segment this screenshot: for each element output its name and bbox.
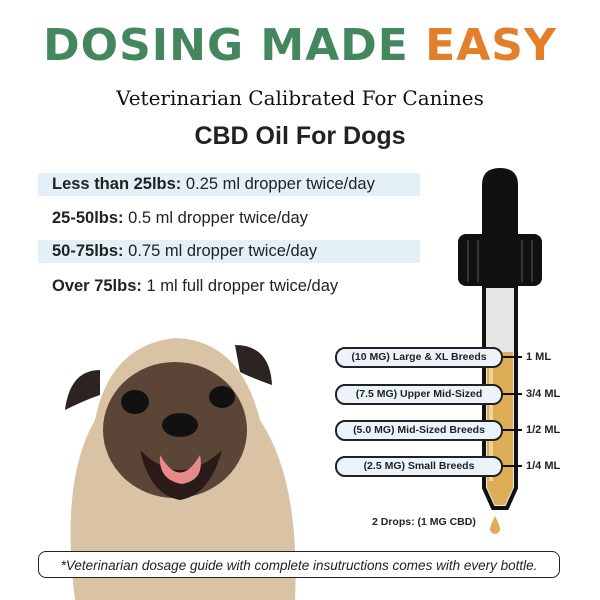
dropper-cap bbox=[458, 234, 542, 286]
dosage-amount: 0.25 ml dropper twice/day bbox=[185, 175, 375, 193]
dosage-weight: 25-50lbs: bbox=[52, 209, 124, 227]
pug-photo bbox=[65, 338, 296, 600]
dosage-amount: 0.5 ml dropper twice/day bbox=[128, 209, 308, 227]
dosage-weight: 50-75lbs: bbox=[52, 242, 124, 260]
oil-drop-icon bbox=[490, 516, 500, 534]
dosage-amount: 0.75 ml dropper twice/day bbox=[128, 242, 318, 260]
subtitle: Veterinarian Calibrated For Canines bbox=[116, 86, 484, 110]
headline: DOSING MADE EASY bbox=[0, 18, 600, 74]
footer-note: *Veterinarian dosage guide with complete… bbox=[38, 551, 560, 578]
ml-mark: 1/2 ML bbox=[526, 424, 561, 436]
ml-mark: 1 ML bbox=[526, 351, 552, 363]
dosage-weight: Over 75lbs: bbox=[52, 277, 142, 295]
dosage-row: Less than 25lbs: 0.25 ml dropper twice/d… bbox=[38, 173, 420, 196]
dose-level-label: (7.5 MG) Upper Mid-Sized bbox=[335, 384, 503, 405]
dose-level-label: (10 MG) Large & XL Breeds bbox=[335, 347, 503, 368]
dosage-amount: 1 ml full dropper twice/day bbox=[146, 277, 339, 295]
dropper-bulb-icon bbox=[482, 168, 518, 235]
ml-mark: 1/4 ML bbox=[526, 460, 561, 472]
drops-note: 2 Drops: (1 MG CBD) bbox=[372, 516, 476, 528]
dose-level-label: (5.0 MG) Mid-Sized Breeds bbox=[335, 420, 503, 441]
product-title: CBD Oil For Dogs bbox=[194, 122, 406, 150]
headline-orange: EASY bbox=[425, 20, 557, 71]
dosage-row: Over 75lbs: 1 ml full dropper twice/day bbox=[38, 275, 420, 298]
dose-level-label: (2.5 MG) Small Breeds bbox=[335, 456, 503, 477]
dosage-row: 25-50lbs: 0.5 ml dropper twice/day bbox=[38, 207, 420, 230]
ml-mark: 3/4 ML bbox=[526, 388, 561, 400]
dosage-weight: Less than 25lbs: bbox=[52, 175, 182, 193]
headline-green: DOSING MADE bbox=[43, 20, 409, 71]
dosage-row: 50-75lbs: 0.75 ml dropper twice/day bbox=[38, 240, 420, 263]
